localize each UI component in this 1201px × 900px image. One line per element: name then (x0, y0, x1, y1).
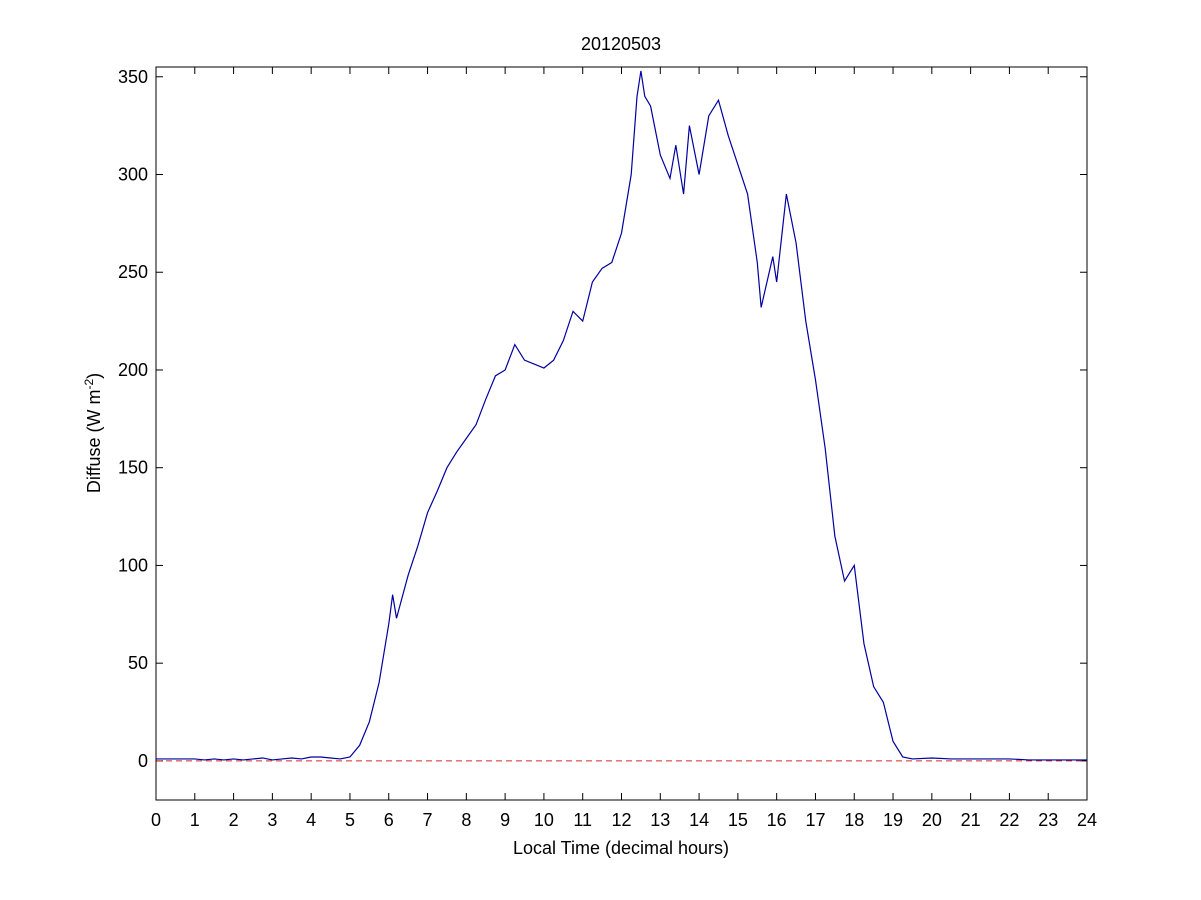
y-tick-label: 200 (118, 360, 148, 380)
x-tick-label: 12 (611, 810, 631, 830)
y-tick-label: 250 (118, 262, 148, 282)
x-tick-label: 4 (306, 810, 316, 830)
y-tick-label: 350 (118, 67, 148, 87)
y-label-main: Diffuse (W m (84, 389, 104, 493)
x-tick-label: 15 (728, 810, 748, 830)
chart-title: 20120503 (581, 34, 661, 54)
y-tick-label: 100 (118, 555, 148, 575)
x-tick-label: 17 (805, 810, 825, 830)
line-series (156, 70, 1087, 761)
x-tick-label: 13 (650, 810, 670, 830)
x-tick-label: 19 (883, 810, 903, 830)
x-tick-label: 23 (1038, 810, 1058, 830)
x-tick-label: 5 (345, 810, 355, 830)
x-tick-label: 20 (922, 810, 942, 830)
x-tick-label: 14 (689, 810, 709, 830)
x-axis-label: Local Time (decimal hours) (513, 838, 729, 858)
y-tick-label: 50 (128, 653, 148, 673)
x-tick-label: 0 (151, 810, 161, 830)
x-tick-label: 21 (961, 810, 981, 830)
x-tick-label: 1 (190, 810, 200, 830)
x-tick-label: 6 (384, 810, 394, 830)
x-tick-label: 2 (229, 810, 239, 830)
y-label-end: ) (84, 373, 104, 379)
x-tick-label: 24 (1077, 810, 1097, 830)
x-tick-label: 8 (461, 810, 471, 830)
x-tick-label: 10 (534, 810, 554, 830)
x-tick-label: 16 (767, 810, 787, 830)
y-tick-label: 0 (138, 751, 148, 771)
x-tick-label: 3 (267, 810, 277, 830)
y-tick-label: 150 (118, 458, 148, 478)
x-tick-label: 9 (500, 810, 510, 830)
y-label-sup: -2 (82, 378, 96, 389)
x-tick-label: 22 (999, 810, 1019, 830)
x-tick-label: 18 (844, 810, 864, 830)
x-tick-label: 7 (423, 810, 433, 830)
plot-frame (155, 66, 1088, 801)
y-tick-label: 300 (118, 165, 148, 185)
y-axis-label: Diffuse (W m-2) (82, 373, 104, 493)
x-tick-label: 11 (573, 810, 592, 830)
